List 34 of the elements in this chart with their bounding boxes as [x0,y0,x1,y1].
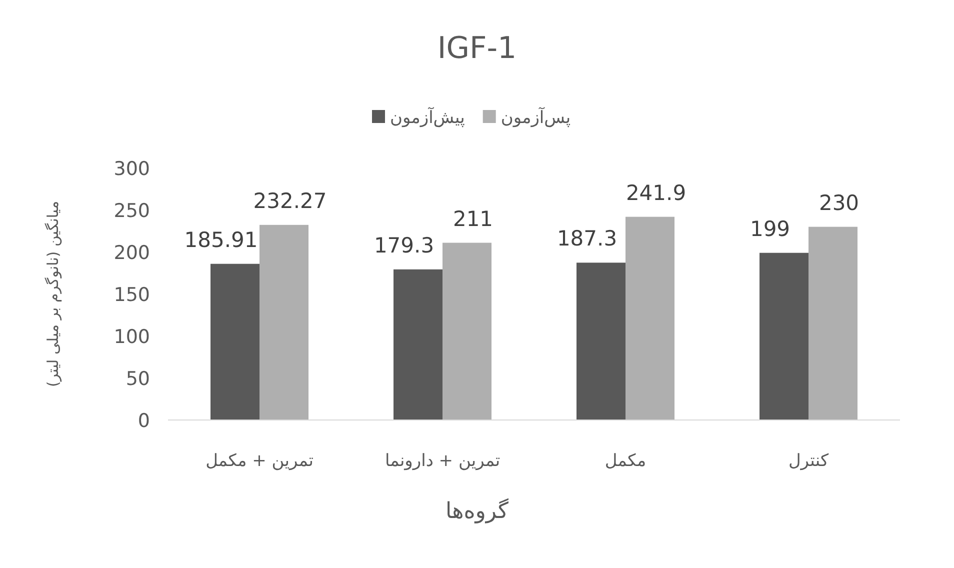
bar [760,252,808,420]
x-tick-label: تمرین + دارونما [384,451,500,471]
x-tick-label: مکمل [604,451,646,471]
bar [626,216,674,420]
data-label: 187.3 [556,226,618,251]
bar [210,264,260,420]
y-tick-label: 50 [126,368,150,390]
y-tick-label: 300 [114,158,150,180]
data-label: 211 [452,206,494,231]
bar [808,226,858,420]
y-tick-label: 150 [114,284,150,306]
legend-label: پس‌آزمون [500,107,571,128]
bar [576,262,626,420]
y-tick-label: 0 [138,410,150,432]
legend-item: پیش‌آزمون [372,108,465,128]
y-axis-title: میانگین (نانوگرم بر میلی لیتر) [44,200,62,388]
y-tick-label: 250 [114,200,150,222]
bar [260,224,308,420]
bar [394,269,442,420]
y-tick-label: 100 [114,326,150,348]
legend-label: پیش‌آزمون [390,107,466,128]
chart-title: IGF-1 [437,31,517,66]
data-label: 241.9 [626,180,686,205]
x-axis-title: گروه‌ها [445,498,510,524]
x-tick-label: کنترل [788,451,830,471]
y-tick-label: 200 [114,242,150,264]
data-label: 185.91 [184,228,258,252]
data-label: 199 [750,216,790,241]
data-label: 179.3 [374,233,434,258]
legend-item: پس‌آزمون [482,108,571,128]
data-label: 230 [818,190,860,215]
x-tick-label: تمرین + مکمل [206,451,314,471]
bar [442,242,492,420]
data-label: 232.27 [253,188,327,213]
